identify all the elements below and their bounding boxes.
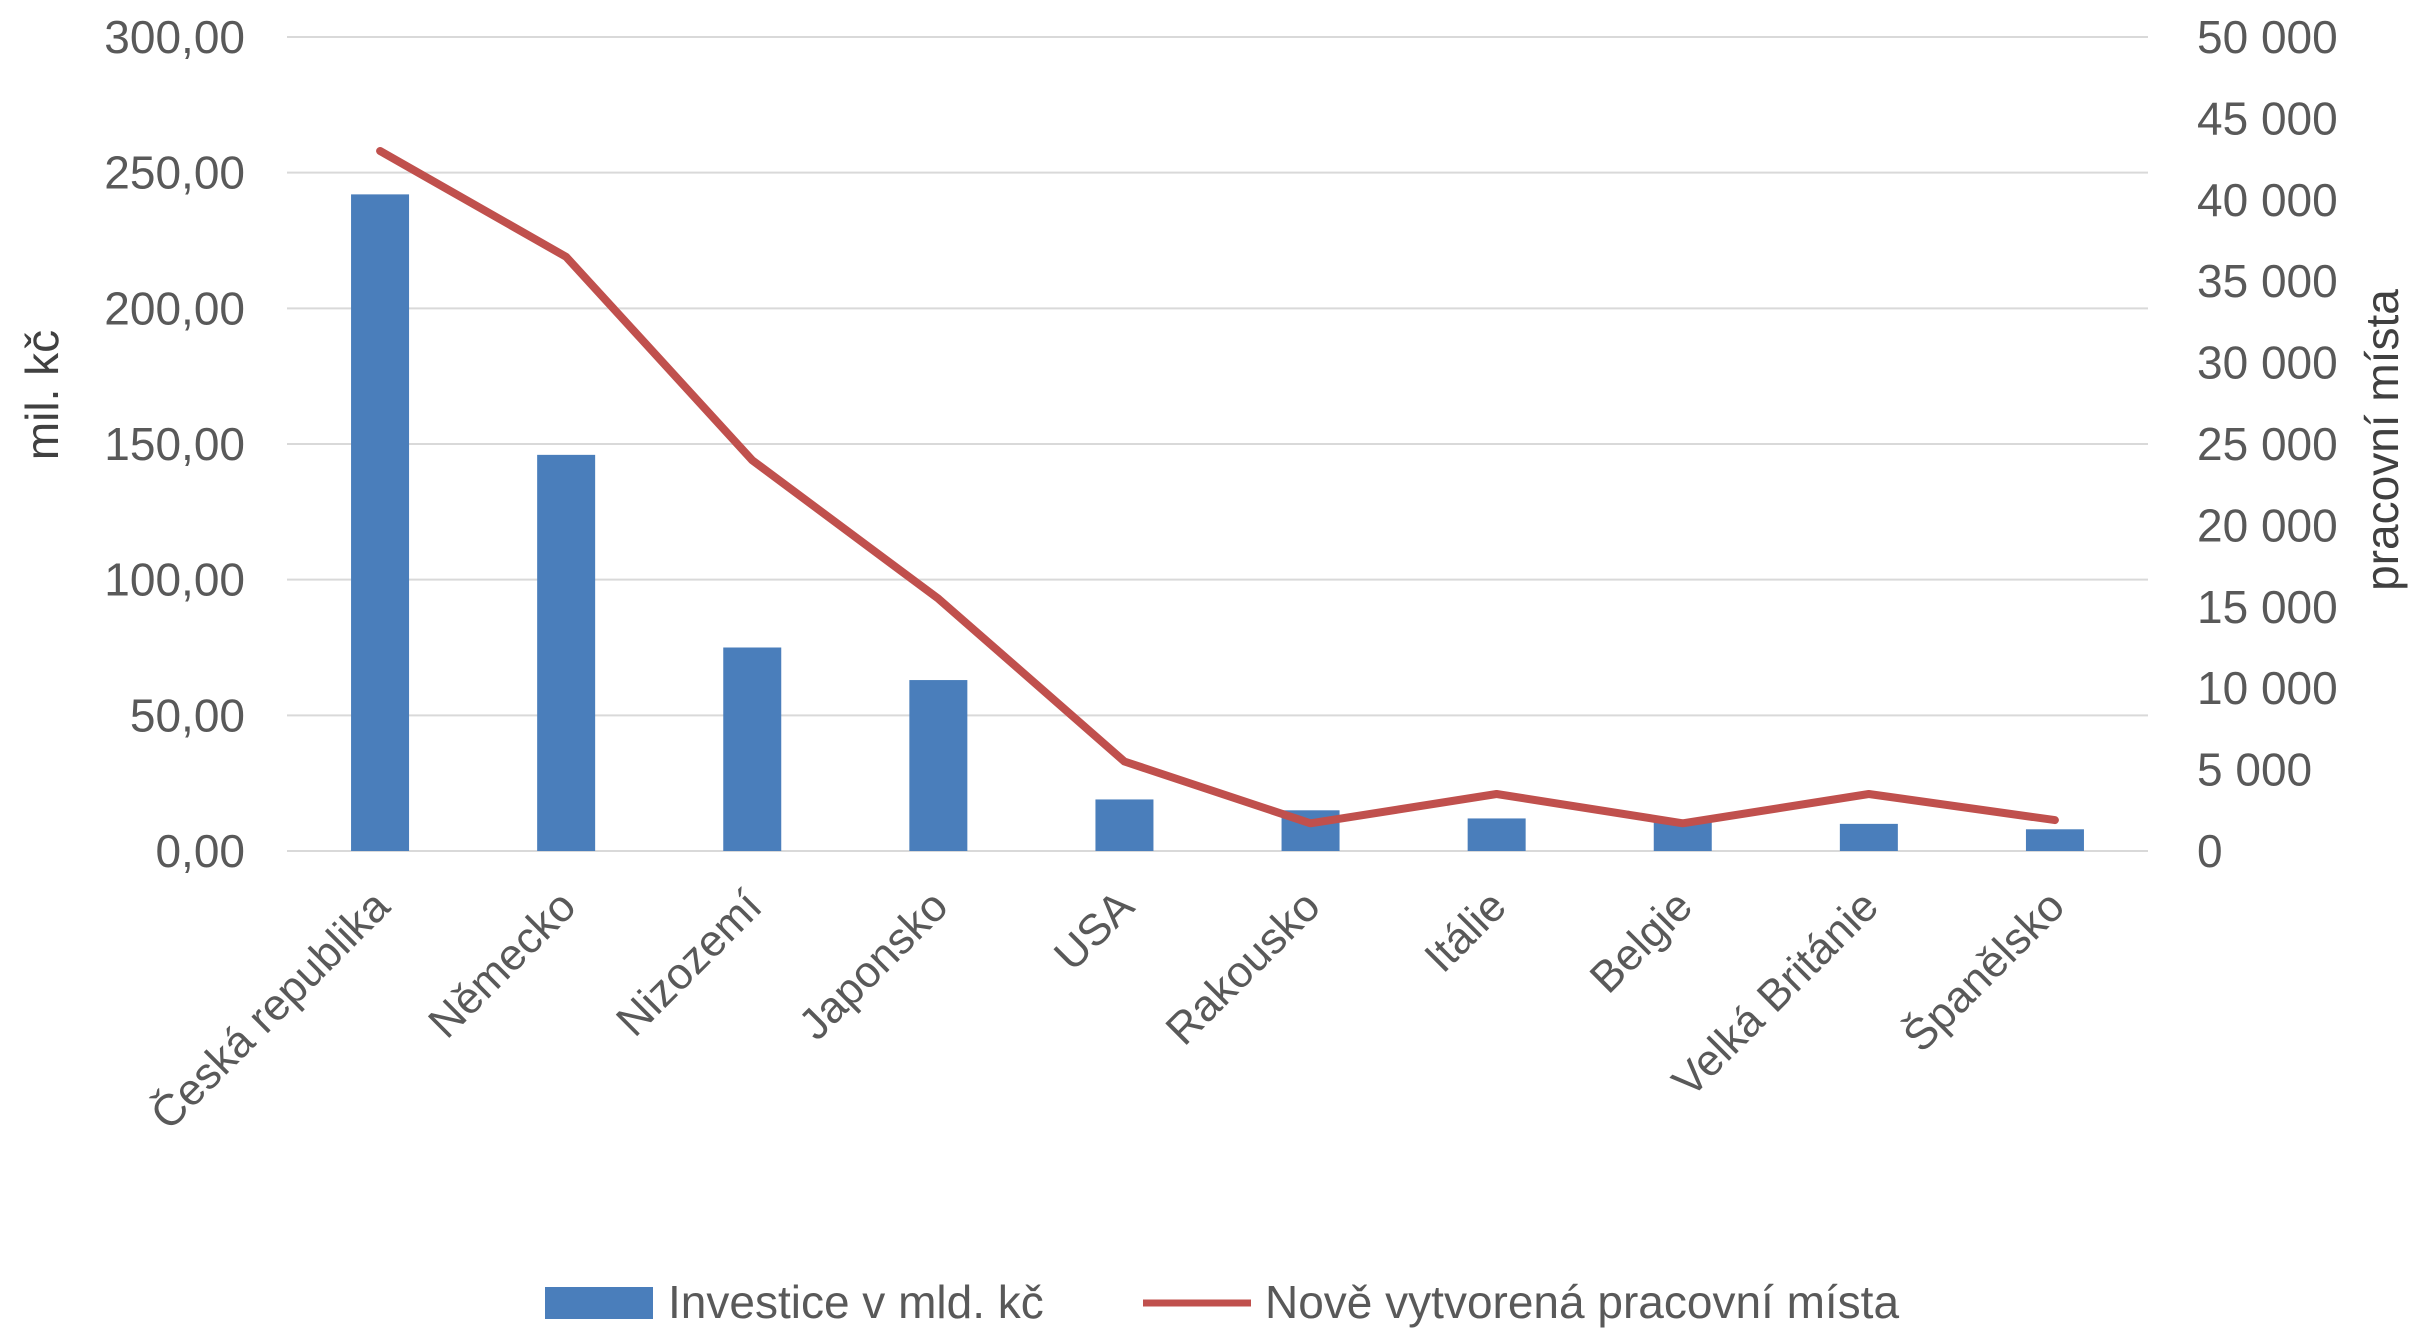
bar (537, 454, 596, 851)
right-axis-ticks: 0 5 000 10 000 15 000 20 000 25 000 30 000 35 0… (2197, 11, 2338, 877)
y2-tick-label: 20 000 (2197, 499, 2338, 551)
y2-tick-label: 50 000 (2197, 11, 2338, 63)
y2-axis-title: pracovní místa (2356, 289, 2408, 591)
y-tick-label: 200,00 (104, 282, 245, 334)
bar (1467, 818, 1526, 851)
y-axis-title: mil. kč (16, 330, 68, 460)
y2-tick-label: 25 000 (2197, 418, 2338, 470)
legend-label-line: Nově vytvorená pracovní místa (1265, 1276, 1899, 1328)
x-tick-label: Německo (419, 881, 585, 1047)
bar (2025, 829, 2084, 851)
y2-tick-label: 45 000 (2197, 92, 2338, 144)
y-tick-label: 250,00 (104, 147, 245, 199)
bar (1839, 823, 1898, 851)
bar (1095, 799, 1154, 851)
y2-tick-label: 15 000 (2197, 581, 2338, 633)
y2-tick-label: 5 000 (2197, 744, 2312, 796)
y2-tick-label: 0 (2197, 825, 2223, 877)
y-tick-label: 300,00 (104, 11, 245, 63)
y-tick-label: 50,00 (130, 689, 245, 741)
legend-label-bar: Investice v mld. kč (668, 1276, 1044, 1328)
x-tick-label: Rakousko (1157, 881, 1330, 1054)
legend-swatch-bar (545, 1287, 653, 1319)
legend: Investice v mld. kč Nově vytvorená praco… (545, 1276, 1899, 1328)
x-tick-label: Belgie (1581, 881, 1702, 1002)
x-tick-label: Itálie (1415, 881, 1515, 981)
y2-tick-label: 40 000 (2197, 174, 2338, 226)
line-path (376, 147, 2059, 828)
left-axis-ticks: 0,00 50,00 100,00 150,00 200,00 250,00 300,00 (104, 11, 245, 877)
y2-tick-label: 10 000 (2197, 662, 2338, 714)
x-tick-label: Španělsko (1893, 881, 2074, 1062)
line-series (376, 147, 2059, 828)
x-tick-label: Japonsko (790, 881, 958, 1049)
x-tick-label: Česká republika (141, 880, 400, 1139)
category-labels: Česká republika Německo Nizozemí Japonsko US… (141, 880, 2074, 1139)
bar-series (351, 194, 2084, 851)
y-tick-label: 150,00 (104, 418, 245, 470)
x-tick-label: USA (1045, 881, 1144, 980)
y2-tick-label: 30 000 (2197, 337, 2338, 389)
y2-tick-label: 35 000 (2197, 255, 2338, 307)
gridlines (287, 36, 2148, 852)
y-tick-label: 100,00 (104, 554, 245, 606)
x-tick-label: Nizozemí (607, 881, 772, 1046)
bar (351, 194, 410, 851)
bar (909, 680, 968, 851)
bar (723, 647, 782, 851)
y-tick-label: 0,00 (155, 825, 245, 877)
